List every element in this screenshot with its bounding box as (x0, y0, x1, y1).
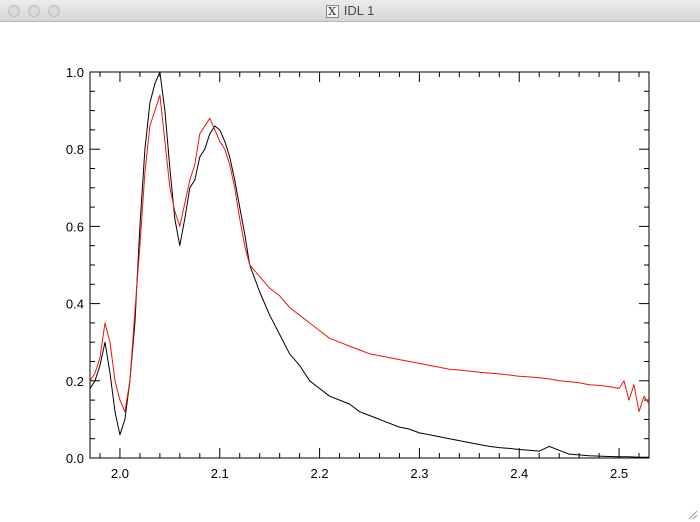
x-tick-label: 2.3 (410, 466, 428, 481)
x-tick-label: 2.1 (211, 466, 229, 481)
resize-grip-icon[interactable] (686, 508, 698, 520)
minimize-window-button[interactable] (28, 5, 40, 17)
series-line-2 (90, 94, 649, 413)
x-tick-label: 2.5 (610, 466, 628, 481)
x-tick-label: 2.0 (111, 466, 129, 481)
y-tick-label: 0.8 (66, 142, 84, 157)
y-tick-label: 0.6 (66, 219, 84, 234)
y-tick-label: 0.4 (66, 297, 84, 312)
plot-axes-box (89, 71, 650, 459)
window-titlebar[interactable]: X IDL 1 (0, 0, 700, 22)
x-tick-label: 2.2 (311, 466, 329, 481)
line-plot: 2.0 2.1 2.2 2.3 2.4 2.5 0.0 0.2 0.4 0.6 0.8 1.0 (66, 65, 650, 481)
y-tick-label: 0.2 (66, 374, 84, 389)
zoom-window-button[interactable] (48, 5, 60, 17)
series-line-1 (90, 72, 649, 458)
close-window-button[interactable] (8, 5, 20, 17)
window-title-group: X IDL 1 (0, 3, 700, 19)
y-tick-label: 0.0 (66, 451, 84, 466)
y-tick-label: 1.0 (66, 65, 84, 80)
x-tick-label: 2.4 (510, 466, 528, 481)
window-title: IDL 1 (343, 3, 375, 18)
x11-icon: X (325, 4, 339, 18)
